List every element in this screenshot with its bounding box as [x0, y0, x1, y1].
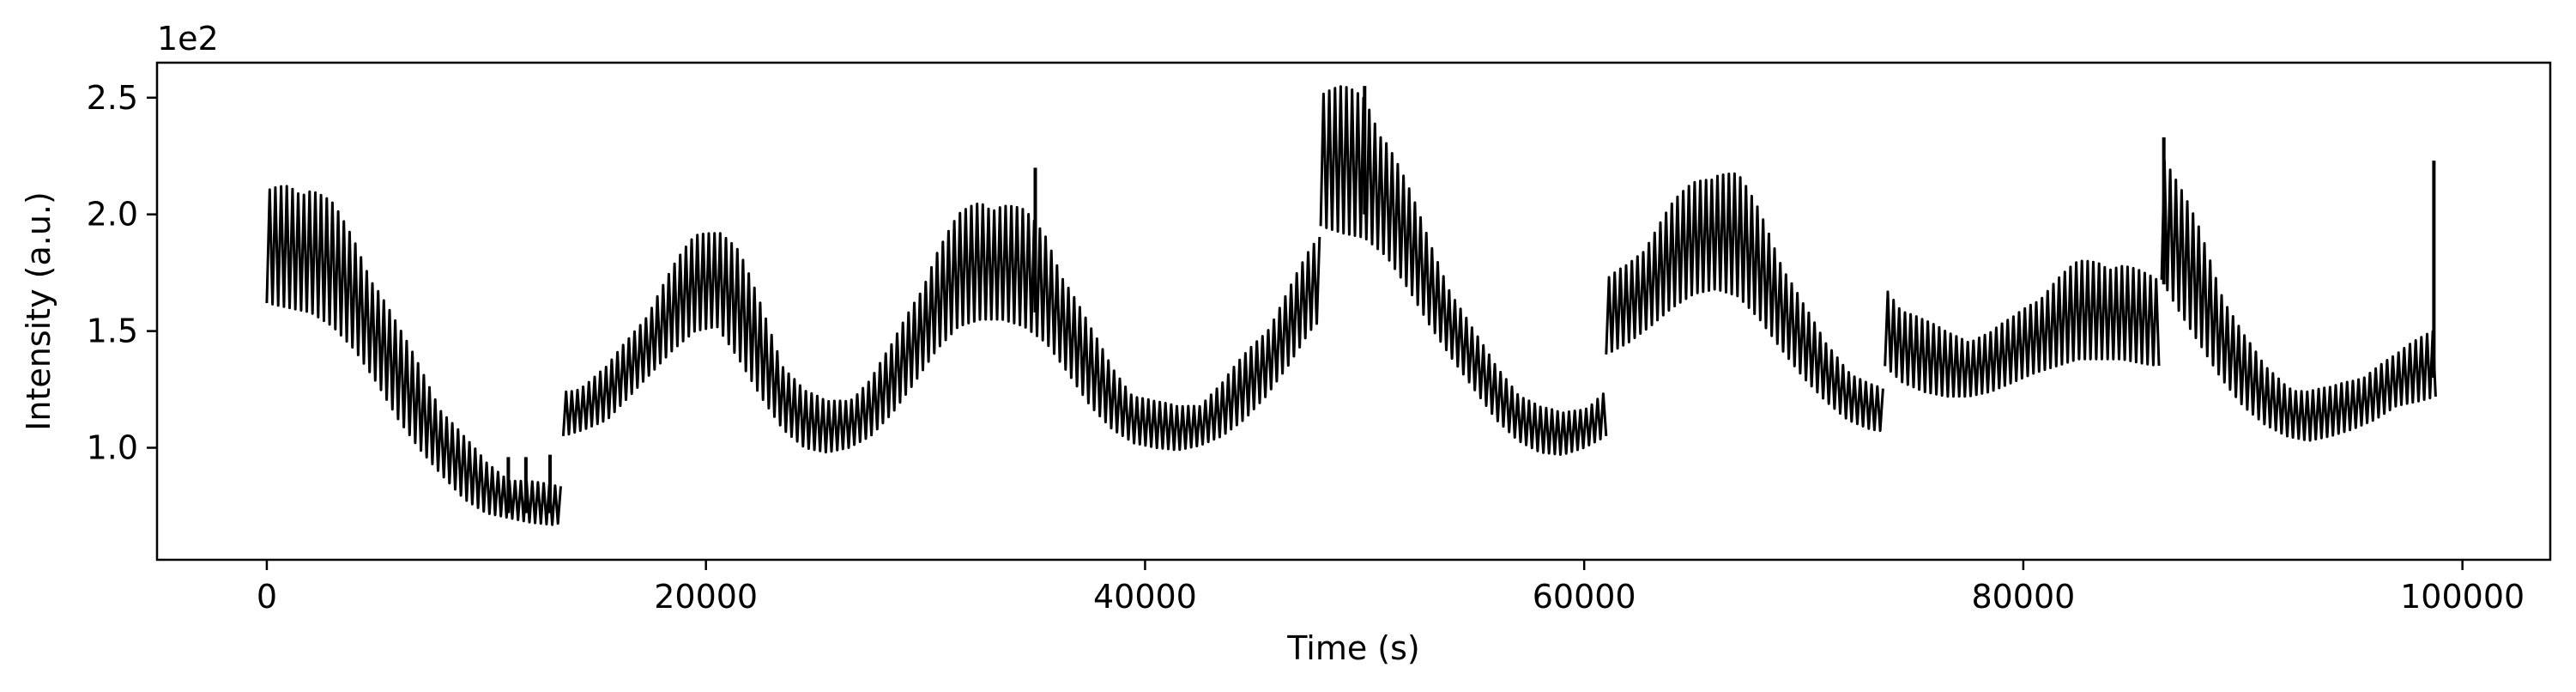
- x-tick-label: 0: [257, 578, 277, 616]
- series-line-segment: [1319, 85, 1608, 456]
- series-line-segment: [561, 203, 1321, 454]
- y-axis-ticks: 1.0 1.5 2.0 2.5: [87, 79, 157, 467]
- series-line-segment: [1884, 259, 2161, 398]
- y-tick-label: 1.5: [87, 313, 138, 350]
- x-tick-label: 100000: [2400, 578, 2525, 616]
- axes-frame: [155, 61, 2552, 561]
- x-tick-label: 80000: [1971, 578, 2075, 616]
- x-axis-label: Time (s): [1286, 629, 1420, 667]
- y-axis-label: Intensity (a.u.): [20, 191, 57, 431]
- y-tick-label: 1.0: [87, 429, 138, 467]
- x-axis-ticks: 0 20000 40000 60000 80000 100000: [257, 560, 2525, 616]
- x-tick-label: 20000: [654, 578, 758, 616]
- series-line-segment: [265, 185, 562, 526]
- data-layer: [265, 85, 2437, 526]
- series-line-segment: [1605, 172, 1884, 433]
- x-tick-label: 40000: [1093, 578, 1197, 616]
- y-tick-label: 2.0: [87, 196, 138, 234]
- y-axis-offset-label: 1e2: [157, 20, 219, 58]
- x-tick-label: 60000: [1533, 578, 1636, 616]
- y-tick-label: 2.5: [87, 79, 138, 117]
- series-line-segment: [2160, 159, 2437, 442]
